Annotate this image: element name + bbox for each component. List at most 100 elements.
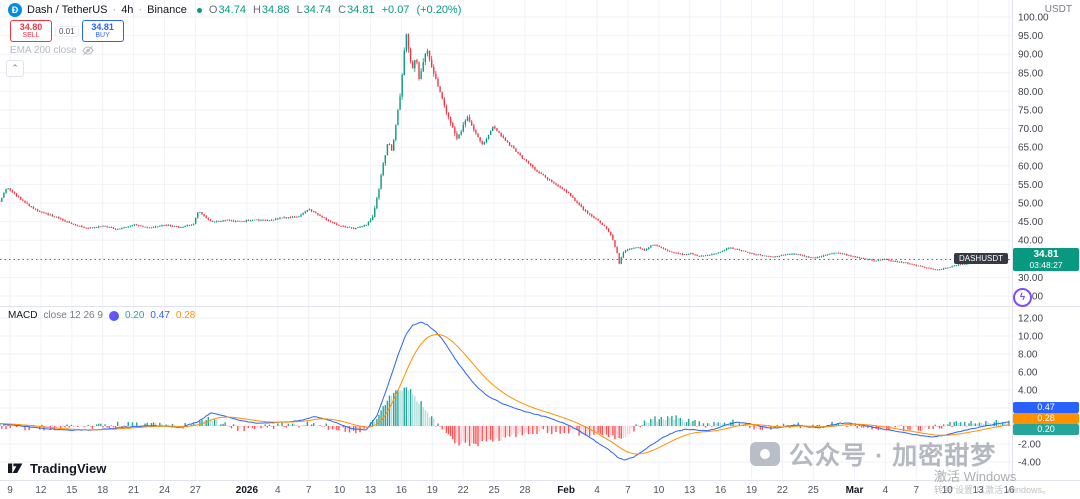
svg-text:Feb: Feb bbox=[557, 485, 575, 496]
svg-text:2026: 2026 bbox=[236, 485, 259, 496]
svg-text:85.00: 85.00 bbox=[1018, 68, 1043, 79]
buy-sell-widget: 34.80 SELL 0.01 34.81 BUY bbox=[10, 20, 124, 43]
bar-countdown: 03:48:27 bbox=[1029, 259, 1063, 270]
svg-text:70.00: 70.00 bbox=[1018, 124, 1043, 135]
svg-text:40.00: 40.00 bbox=[1018, 236, 1043, 247]
svg-text:10: 10 bbox=[334, 485, 346, 496]
svg-text:25: 25 bbox=[808, 485, 820, 496]
quick-action-icon[interactable]: ϟ bbox=[1013, 288, 1032, 307]
svg-text:8.00: 8.00 bbox=[1018, 350, 1038, 361]
svg-text:55.00: 55.00 bbox=[1018, 180, 1043, 191]
open-label: O bbox=[208, 4, 218, 16]
svg-text:-4.00: -4.00 bbox=[1018, 458, 1041, 469]
last-price-value: 34.81 bbox=[1033, 249, 1059, 260]
symbol-name[interactable]: Dash / TetherUS bbox=[27, 4, 108, 16]
last-price-axis-label: 34.81 03:48:27 bbox=[1013, 248, 1079, 272]
svg-text:7: 7 bbox=[625, 485, 631, 496]
svg-text:15: 15 bbox=[66, 485, 78, 496]
pane-borders bbox=[0, 0, 1080, 481]
macd-indicator-legend[interactable]: MACD close 12 26 9 0.20 0.47 0.28 bbox=[8, 310, 195, 321]
svg-text:4: 4 bbox=[883, 485, 889, 496]
signal-axis-chip: 0.28 bbox=[1013, 413, 1079, 424]
macd-axis-chip: 0.47 bbox=[1013, 402, 1079, 413]
svg-text:27: 27 bbox=[190, 485, 202, 496]
low-label: L bbox=[296, 4, 303, 16]
svg-text:10: 10 bbox=[942, 485, 954, 496]
svg-text:95.00: 95.00 bbox=[1018, 31, 1043, 42]
watermark-text: 公众号 · 加密甜梦 bbox=[789, 442, 997, 470]
open-value: 34.74 bbox=[218, 4, 246, 16]
hist-axis-chip: 0.20 bbox=[1013, 424, 1079, 435]
buy-button[interactable]: 34.81 BUY bbox=[81, 20, 124, 43]
separator: · bbox=[112, 4, 117, 16]
high-value: 34.88 bbox=[261, 4, 290, 16]
dash-logo-icon: Ð bbox=[8, 3, 22, 17]
market-status-icon bbox=[196, 7, 202, 13]
symbol-price-tag: DASHUSDT bbox=[953, 253, 1008, 264]
low-value: 34.74 bbox=[303, 4, 332, 16]
svg-text:Mar: Mar bbox=[846, 485, 864, 496]
svg-text:90.00: 90.00 bbox=[1018, 50, 1043, 61]
svg-text:18: 18 bbox=[97, 485, 109, 496]
quote-currency-label[interactable]: USDT bbox=[1044, 4, 1072, 15]
svg-text:9: 9 bbox=[7, 485, 13, 496]
activate-windows-subtext: 转到“设置”以激活 Windows。 bbox=[934, 485, 1052, 495]
collapse-legend-button[interactable]: ⌃ bbox=[6, 60, 24, 77]
svg-text:80.00: 80.00 bbox=[1018, 87, 1043, 98]
high-label: H bbox=[252, 4, 261, 16]
symbol-legend: Ð Dash / TetherUS · 4h · Binance O 34.74 … bbox=[8, 3, 461, 17]
svg-text:12: 12 bbox=[35, 485, 47, 496]
svg-text:10.00: 10.00 bbox=[1018, 332, 1043, 343]
ema-indicator-legend[interactable]: EMA 200 close bbox=[10, 45, 94, 56]
macd-params: close 12 26 9 bbox=[43, 310, 103, 321]
ohlc-values: O 34.74 H 34.88 L 34.74 C 34.81 +0.07 (+0.20… bbox=[209, 4, 462, 16]
svg-text:13: 13 bbox=[973, 485, 985, 496]
macd-signal-value: 0.28 bbox=[175, 310, 196, 321]
buy-price: 34.81 bbox=[91, 22, 114, 32]
svg-text:65.00: 65.00 bbox=[1018, 143, 1043, 154]
gridlines bbox=[0, 0, 1012, 479]
svg-text:6.00: 6.00 bbox=[1018, 368, 1038, 379]
svg-text:7: 7 bbox=[914, 485, 920, 496]
camera-icon bbox=[750, 442, 780, 466]
activate-windows-text: 激活 Windows bbox=[934, 469, 1017, 484]
sell-button[interactable]: 34.80 SELL bbox=[10, 20, 52, 43]
svg-text:10: 10 bbox=[653, 485, 665, 496]
svg-text:22: 22 bbox=[458, 485, 470, 496]
svg-text:45.00: 45.00 bbox=[1018, 217, 1043, 228]
ema-label: EMA 200 close bbox=[10, 45, 77, 56]
svg-text:16: 16 bbox=[715, 485, 727, 496]
svg-text:24: 24 bbox=[159, 485, 171, 496]
indicator-status-icon[interactable] bbox=[108, 310, 119, 321]
svg-text:4: 4 bbox=[594, 485, 600, 496]
macd-histogram[interactable] bbox=[0, 387, 1010, 447]
macd-line-value: 0.47 bbox=[150, 310, 170, 321]
eye-off-icon[interactable] bbox=[82, 45, 94, 56]
svg-text:100.00: 100.00 bbox=[1018, 13, 1049, 24]
svg-text:21: 21 bbox=[128, 485, 140, 496]
tradingview-logo[interactable]: TradingView bbox=[8, 460, 106, 476]
svg-text:7: 7 bbox=[306, 485, 312, 496]
svg-text:4: 4 bbox=[275, 485, 281, 496]
macd-signal-line bbox=[0, 334, 1010, 455]
time-axis[interactable]: 9 12 15 18 21 24 27 2026 4 7 10 13 16 19 22 25 28 Feb 4 7 10… bbox=[7, 485, 1015, 496]
change-percent: (+0.20%) bbox=[416, 4, 462, 16]
svg-text:19: 19 bbox=[746, 485, 758, 496]
svg-text:50.00: 50.00 bbox=[1018, 199, 1043, 210]
svg-text:75.00: 75.00 bbox=[1018, 106, 1043, 117]
svg-text:13: 13 bbox=[365, 485, 377, 496]
svg-text:16: 16 bbox=[396, 485, 408, 496]
svg-text:12.00: 12.00 bbox=[1018, 314, 1043, 325]
interval-value[interactable]: 4h bbox=[121, 4, 134, 16]
close-label: C bbox=[338, 4, 347, 16]
spread-value: 0.01 bbox=[55, 25, 79, 37]
svg-text:13: 13 bbox=[684, 485, 696, 496]
exchange-name[interactable]: Binance bbox=[147, 4, 187, 16]
change-value: +0.07 bbox=[381, 4, 410, 16]
tradingview-logo-icon bbox=[8, 463, 23, 473]
svg-text:-2.00: -2.00 bbox=[1018, 440, 1041, 451]
price-pane-candles[interactable] bbox=[0, 33, 1010, 271]
